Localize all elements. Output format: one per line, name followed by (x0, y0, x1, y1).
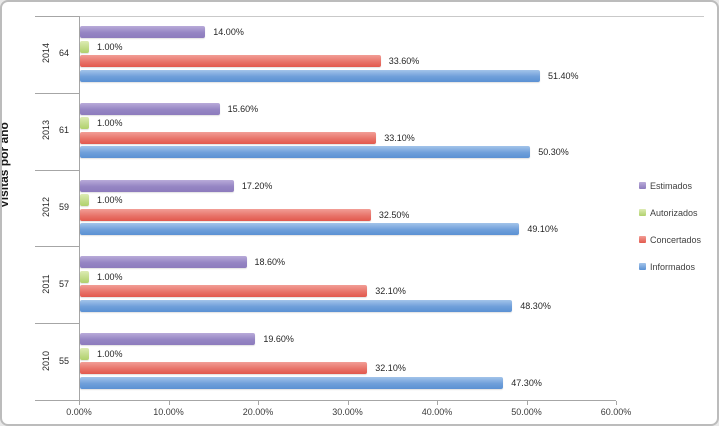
bar-estimados (80, 102, 220, 115)
bar-value-label: 19.60% (263, 334, 294, 345)
bar-estimados (80, 256, 247, 269)
x-axis-tick-label: 20.00% (242, 407, 274, 417)
bar-value-label: 15.60% (227, 103, 259, 114)
bar-value-label: 32.50% (378, 209, 410, 220)
bar-value-label: 49.10% (527, 224, 558, 235)
bar-informados (80, 146, 531, 159)
bar-concertados (80, 285, 368, 298)
bar-value-label: 32.10% (375, 363, 406, 374)
bar-value-label: 51.40% (548, 70, 579, 81)
bar-value-label: 18.60% (254, 257, 286, 268)
category-count-label: 55 (58, 355, 69, 366)
category-year-label: 2012 (41, 196, 51, 218)
category-separator (35, 169, 79, 171)
bar-value-label: 47.30% (511, 377, 542, 388)
x-axis-tick (347, 401, 349, 405)
legend-marker-icon (639, 182, 646, 189)
bar-value-label: 17.20% (241, 180, 273, 191)
legend-item-label: Estimados (650, 180, 693, 191)
bar-autorizados (80, 117, 89, 130)
bar-value-label: 1.00% (97, 271, 123, 282)
category-separator (35, 400, 79, 401)
bar-value-label: 32.10% (375, 286, 406, 297)
bar-concertados (80, 131, 377, 144)
category-year-label: 2011 (41, 274, 51, 294)
bar-estimados (80, 179, 234, 192)
category-separator (35, 323, 79, 325)
y-axis-title: Visitas por año (0, 122, 11, 208)
legend-marker-icon (639, 209, 646, 216)
legend-item-informados: Informados (639, 253, 701, 280)
legend-item-autorizados: Autorizados (639, 199, 701, 226)
bar-value-label: 48.30% (520, 300, 551, 311)
bar-estimados (80, 333, 256, 346)
x-axis-tick (79, 401, 80, 405)
x-axis-tick (437, 401, 438, 405)
plot-area-top-border (79, 16, 704, 17)
bar-value-label: 33.10% (384, 132, 415, 143)
bar-value-label: 1.00% (97, 41, 123, 52)
x-axis-tick-label: 0.00% (66, 407, 92, 417)
bar-value-label: 1.00% (97, 195, 123, 206)
bar-autorizados (80, 270, 89, 283)
legend-item-concertados: Concertados (639, 226, 701, 253)
bar-value-label: 33.60% (388, 56, 420, 66)
legend-marker-icon (639, 263, 646, 270)
bar-estimados (80, 26, 206, 38)
category-year-label: 2013 (41, 120, 51, 141)
x-axis-tick-label: 50.00% (511, 407, 542, 417)
bar-informados (80, 69, 540, 82)
x-axis-tick (526, 401, 528, 405)
x-axis-tick (168, 401, 170, 405)
bar-value-label: 14.00% (213, 27, 244, 37)
bar-informados (80, 299, 513, 312)
bar-informados (80, 376, 504, 389)
legend-item-estimados: Estimados (639, 172, 701, 199)
x-axis-tick (258, 401, 259, 405)
bar-autorizados (80, 347, 89, 360)
category-count-label: 64 (58, 48, 69, 59)
bar-autorizados (80, 40, 89, 53)
bar-value-label: 1.00% (97, 118, 123, 129)
category-year-label: 2010 (41, 350, 51, 371)
bar-value-label: 1.00% (97, 348, 123, 359)
legend-item-label: Informados (650, 261, 696, 272)
category-count-label: 59 (58, 202, 69, 212)
bar-concertados (80, 55, 381, 67)
legend-marker-icon (639, 236, 646, 243)
x-axis-tick-label: 30.00% (332, 407, 363, 417)
category-separator (35, 246, 79, 248)
x-axis-tick (616, 401, 617, 405)
bar-autorizados (80, 194, 89, 207)
x-axis-tick-label: 10.00% (153, 407, 184, 417)
bar-value-label: 50.30% (538, 147, 569, 158)
bar-concertados (80, 208, 371, 221)
category-count-label: 61 (58, 125, 69, 136)
category-separator (35, 92, 79, 94)
bar-informados (80, 223, 520, 236)
legend: Estimados Autorizados Concertados Informado… (639, 172, 701, 280)
category-separator (35, 16, 79, 17)
category-count-label: 57 (58, 278, 69, 289)
x-axis-line (35, 400, 616, 401)
x-axis-tick-label: 40.00% (421, 407, 453, 417)
legend-item-label: Concertados (650, 234, 702, 245)
bar-concertados (80, 362, 368, 375)
y-axis-line (79, 16, 80, 400)
category-year-label: 2014 (41, 43, 51, 64)
x-axis-tick-label: 60.00% (600, 407, 632, 417)
legend-item-label: Autorizados (650, 207, 698, 218)
